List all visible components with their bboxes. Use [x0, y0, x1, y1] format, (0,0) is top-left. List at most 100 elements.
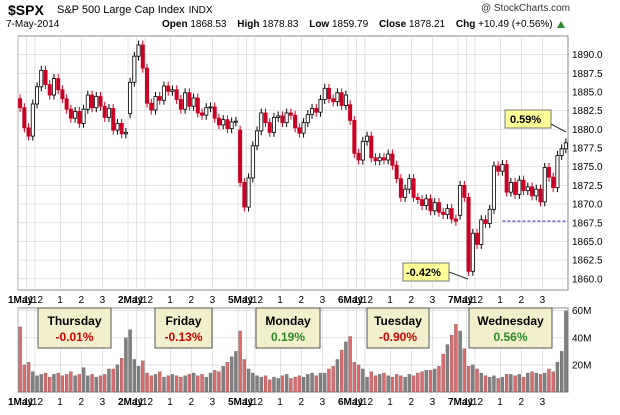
volume-bar	[293, 376, 297, 393]
volume-bar	[217, 371, 221, 393]
candle-body	[136, 44, 141, 57]
x-tick-label: 3	[210, 295, 216, 306]
candle-body	[174, 89, 179, 100]
candle-body	[64, 98, 69, 110]
volume-bar	[52, 374, 56, 393]
candle-body	[530, 186, 535, 197]
candle-body	[559, 148, 564, 156]
candle-body	[81, 108, 86, 124]
x-tick-label: 3	[320, 295, 326, 306]
candle-body	[98, 96, 103, 107]
volume-bar	[479, 372, 483, 393]
candle-body	[411, 178, 416, 198]
volume-bar	[356, 364, 361, 393]
candle-body	[453, 218, 458, 222]
volume-bar	[263, 375, 268, 393]
volume-bar	[179, 376, 183, 393]
candle-body	[314, 108, 319, 113]
candle-body	[466, 196, 471, 272]
volume-bar	[234, 351, 238, 393]
candle-body	[500, 164, 505, 172]
volume-bar	[213, 370, 217, 393]
price-tick-label: 1865.0	[572, 237, 603, 248]
candle-body	[441, 211, 446, 215]
volume-bar	[327, 368, 331, 393]
volume-bar	[111, 368, 115, 393]
x-tick-label: 1	[57, 295, 63, 306]
day-box-change: -0.01%	[55, 330, 93, 344]
candle-body	[326, 87, 331, 100]
day-box-bg	[255, 307, 321, 349]
volume-bar	[48, 376, 52, 393]
volume-bar	[352, 362, 357, 393]
volume-bar	[420, 371, 424, 393]
candle-body	[491, 165, 496, 210]
volume-bar	[466, 366, 471, 393]
day-box-bg	[468, 307, 553, 349]
volume-bar	[301, 376, 306, 393]
price-tick-label: 1860.0	[572, 274, 603, 285]
day-summary-box: Tuesday -0.90%	[366, 307, 430, 349]
volume-bar	[424, 370, 428, 393]
candle-body	[47, 84, 52, 96]
x-tick-label: 11	[243, 295, 254, 306]
volume-tick-label: 60M	[572, 306, 591, 317]
day-box-name: Thursday	[47, 314, 101, 328]
x-tick-label: 2May	[118, 295, 143, 306]
volume-bar	[174, 375, 179, 393]
volume-bar	[124, 337, 128, 393]
volume-bar	[331, 366, 335, 393]
candle-body	[538, 188, 543, 203]
price-tick-label: 1862.5	[572, 256, 603, 267]
volume-bar	[488, 376, 492, 393]
x-tick-label-bottom: 3	[320, 397, 326, 408]
x-tick-label: 1	[387, 295, 393, 306]
x-tick-label-bottom: 1May	[8, 397, 33, 408]
candle-body	[542, 167, 547, 203]
candle-body	[242, 182, 247, 208]
x-tick-label-bottom: 3	[540, 397, 546, 408]
candle-body	[343, 94, 348, 106]
candle-body	[322, 87, 327, 100]
x-tick-label-bottom: 11	[463, 397, 474, 408]
candle-body	[250, 145, 255, 179]
x-tick-label-bottom: 3	[430, 397, 436, 408]
x-tick-label-bottom: 11	[133, 397, 144, 408]
x-tick-label: 1	[167, 295, 173, 306]
volume-bar	[276, 378, 280, 393]
candle-body	[39, 69, 44, 88]
candle-body	[318, 99, 323, 113]
close-label: Close	[378, 19, 407, 30]
callout-pointer	[448, 271, 469, 280]
volume-bar	[551, 371, 555, 393]
x-tick-label-bottom: 11	[243, 397, 254, 408]
volume-bar	[517, 374, 522, 393]
volume-bar	[115, 364, 120, 393]
x-tick-label-bottom: 1	[277, 397, 283, 408]
candle-body	[77, 111, 82, 124]
x-tick-label: 1	[277, 295, 283, 306]
candle-body	[284, 112, 289, 124]
candle-body	[30, 103, 35, 137]
volume-bar	[204, 376, 208, 393]
volume-bar	[60, 375, 65, 393]
volume-bar	[141, 360, 145, 393]
volume-bar	[369, 371, 373, 393]
chg-value: +10.49 (+0.56%)	[478, 19, 553, 30]
x-tick-label-bottom: 1	[387, 397, 393, 408]
x-tick-label: 3	[540, 295, 546, 306]
volume-bar	[77, 374, 82, 393]
volume-bar	[183, 375, 187, 393]
volume-tick-label: 40M	[572, 333, 591, 344]
candle-body	[267, 122, 272, 133]
low-value: 1859.79	[332, 19, 369, 30]
volume-bar	[153, 374, 158, 393]
x-tick-label-bottom: 7May	[448, 397, 473, 408]
open-label: Open	[162, 19, 188, 30]
candle-body	[335, 92, 340, 103]
candle-body	[513, 182, 518, 195]
volume-bar	[191, 372, 196, 393]
volume-bar	[378, 374, 382, 393]
volume-bar	[35, 375, 39, 393]
volume-bar	[238, 330, 242, 393]
